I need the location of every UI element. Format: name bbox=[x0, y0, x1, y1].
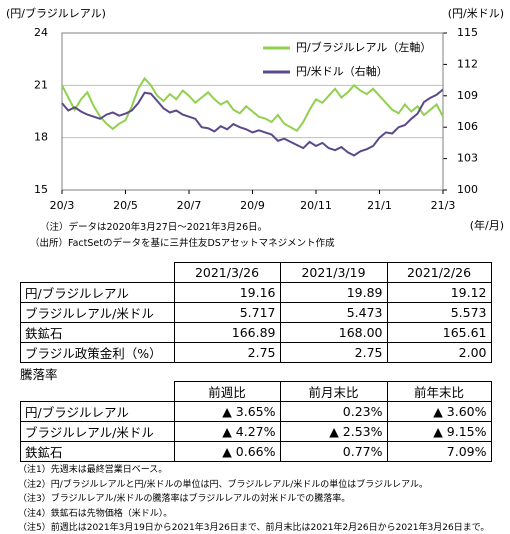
row: 鉄鉱石 166.89 168.00 165.61 bbox=[20, 322, 492, 343]
value-cell: 2.75 bbox=[173, 342, 281, 363]
y-tick-label: 15 bbox=[34, 183, 48, 196]
x-tick-label: 20/7 bbox=[177, 199, 202, 212]
value-cell: ▲ 0.66% bbox=[173, 441, 281, 462]
row-label: ブラジルレアル/米ドル bbox=[20, 302, 175, 323]
row: 円/ブラジルレアル 19.16 19.89 19.12 bbox=[20, 282, 492, 303]
value-cell: ▲ 4.27% bbox=[173, 421, 281, 442]
legend-label: 円/米ドル（右軸） bbox=[296, 64, 388, 78]
value-cell: 5.573 bbox=[386, 302, 492, 323]
value-cell: 0.23% bbox=[279, 401, 388, 422]
header-cell: 2021/3/19 bbox=[279, 262, 388, 283]
value-cell: ▲ 3.60% bbox=[386, 401, 492, 422]
header-cell: 前月末比 bbox=[279, 381, 388, 402]
row-label: 円/ブラジルレアル bbox=[20, 401, 175, 422]
footnote: （注2）円/ブラジルレアルと円/米ドルの単位は円、ブラジルレアル/米ドルの単位は… bbox=[18, 479, 429, 490]
header-cell: 2021/2/26 bbox=[386, 262, 492, 283]
y2-tick-label: 109 bbox=[457, 89, 478, 102]
table-changes: 前週比 前月末比 前年末比 円/ブラジルレアル ▲ 3.65% 0.23% ▲ 3.60% ブ… bbox=[20, 381, 492, 462]
chart: (円/ブラジルレアル) (円/米ドル) (年/月) 15 18 21 24 100 103… bbox=[6, 6, 504, 232]
y2-tick-label: 103 bbox=[457, 152, 478, 165]
value-cell: 19.12 bbox=[386, 282, 492, 303]
y-tick-label: 21 bbox=[34, 78, 48, 91]
row: 円/ブラジルレアル ▲ 3.65% 0.23% ▲ 3.60% bbox=[20, 401, 492, 422]
series-line bbox=[61, 76, 444, 133]
value-cell: 166.89 bbox=[173, 322, 281, 343]
series-line bbox=[61, 88, 444, 157]
header-row: 2021/3/26 2021/3/19 2021/2/26 bbox=[21, 262, 492, 283]
value-cell: ▲ 9.15% bbox=[386, 421, 492, 442]
header-cell: 2021/3/26 bbox=[173, 262, 281, 283]
y-tick-label: 24 bbox=[34, 26, 48, 39]
row: ブラジルレアル/米ドル 5.717 5.473 5.573 bbox=[20, 302, 492, 323]
header-row: 前週比 前月末比 前年末比 bbox=[21, 381, 492, 402]
y2-tick-label: 115 bbox=[457, 26, 478, 39]
value-cell: ▲ 2.53% bbox=[279, 421, 388, 442]
value-cell: 19.16 bbox=[173, 282, 281, 303]
y2-tick-label: 112 bbox=[457, 57, 478, 70]
row-label: ブラジルレアル/米ドル bbox=[20, 421, 175, 442]
y2-tick-label: 106 bbox=[457, 120, 478, 133]
chart-note: （注）データは2020年3月27日～2021年3月26日。 bbox=[40, 222, 268, 233]
corner-cell bbox=[21, 382, 175, 402]
row-label: 鉄鉱石 bbox=[20, 441, 175, 462]
legend-box bbox=[258, 36, 433, 82]
value-cell: 2.75 bbox=[279, 342, 388, 363]
header-cell: 前週比 bbox=[173, 381, 281, 402]
value-cell: 7.09% bbox=[386, 441, 492, 462]
chart-source: （出所）FactSetのデータを基に三井住友DSアセットマネジメント作成 bbox=[30, 238, 335, 249]
row: ブラジルレアル/米ドル ▲ 4.27% ▲ 2.53% ▲ 9.15% bbox=[20, 421, 492, 442]
value-cell: 0.77% bbox=[279, 441, 388, 462]
footnote: （注5）前週比は2021年3月19日から2021年3月26日まで、前月末比は20… bbox=[18, 523, 490, 533]
row-label: ブラジル政策金利（%） bbox=[20, 342, 175, 363]
y2-axis-label: (円/米ドル) bbox=[448, 7, 504, 20]
legend-label: 円/ブラジルレアル（左軸） bbox=[296, 40, 431, 54]
x-axis-label: (年/月) bbox=[470, 218, 504, 232]
x-tick-label: 20/9 bbox=[240, 199, 265, 212]
x-tick-label: 20/11 bbox=[300, 199, 332, 212]
value-cell: 168.00 bbox=[279, 322, 388, 343]
table-title: 騰落率 bbox=[20, 367, 58, 382]
value-cell: 19.89 bbox=[279, 282, 388, 303]
value-cell: ▲ 3.65% bbox=[173, 401, 281, 422]
y-axis-label: (円/ブラジルレアル) bbox=[6, 6, 106, 20]
row: 鉄鉱石 ▲ 0.66% 0.77% 7.09% bbox=[20, 441, 492, 462]
footnote: （注1）先週末は最終営業日ベース。 bbox=[18, 465, 168, 475]
y2-tick-label: 100 bbox=[457, 183, 478, 196]
row-label: 鉄鉱石 bbox=[20, 322, 175, 343]
x-tick-label: 21/1 bbox=[367, 199, 392, 212]
corner-cell bbox=[21, 263, 175, 283]
row: ブラジル政策金利（%） 2.75 2.75 2.00 bbox=[20, 342, 492, 363]
x-tick-label: 20/5 bbox=[113, 199, 138, 212]
row-label: 円/ブラジルレアル bbox=[20, 282, 175, 303]
value-cell: 5.717 bbox=[173, 302, 281, 323]
value-cell: 165.61 bbox=[386, 322, 492, 343]
y-tick-label: 18 bbox=[34, 131, 48, 144]
value-cell: 5.473 bbox=[279, 302, 388, 323]
footnote: （注4）鉄鉱石は先物価格（米ドル）。 bbox=[18, 508, 173, 519]
table-levels: 2021/3/26 2021/3/19 2021/2/26 円/ブラジルレアル 19.1… bbox=[20, 262, 492, 363]
x-tick-label: 21/3 bbox=[431, 199, 456, 212]
value-cell: 2.00 bbox=[386, 342, 492, 363]
x-tick-label: 20/3 bbox=[50, 199, 75, 212]
footnote: （注3）ブラジルレアル/米ドルの騰落率はブラジルレアルの対米ドルでの騰落率。 bbox=[18, 494, 351, 504]
header-cell: 前年末比 bbox=[386, 381, 492, 402]
